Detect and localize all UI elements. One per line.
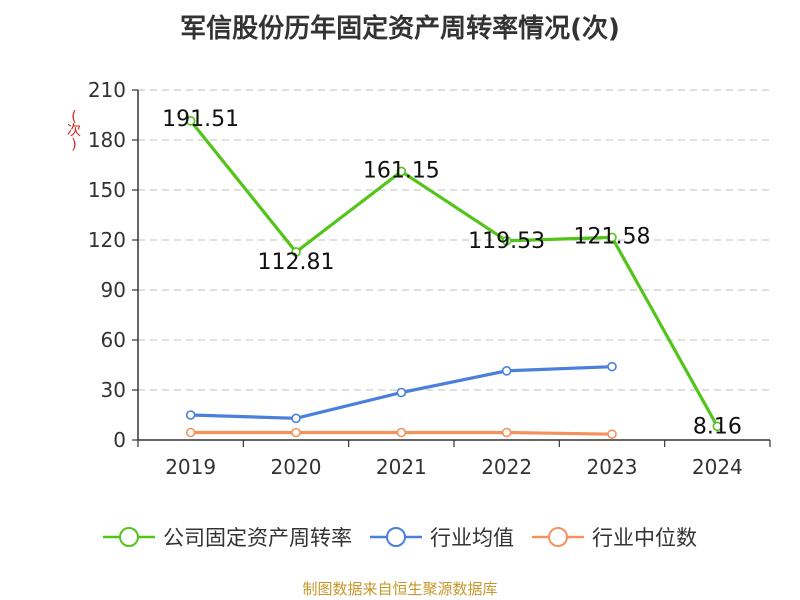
series-line-0	[189, 119, 719, 428]
data-point-1-2023	[607, 361, 617, 372]
x-tick-label-2021: 2021	[376, 455, 427, 479]
data-label-2023: 121.58	[574, 224, 651, 249]
data-point-0-2024	[712, 421, 723, 432]
y-tick-label-180: 180	[88, 128, 126, 152]
data-point-0-2020	[291, 247, 301, 257]
legend-label: 行业均值	[430, 526, 514, 550]
data-point-0-2021	[396, 166, 407, 177]
data-point-1-2020	[291, 413, 301, 424]
y-tick-label-210: 210	[88, 78, 126, 102]
data-point-1-2021	[396, 387, 407, 398]
data-label-2024: 8.16	[693, 414, 742, 439]
y-axis-label-char: 次	[67, 123, 81, 139]
data-point-2-2020	[291, 427, 301, 438]
legend-label: 行业中位数	[592, 526, 697, 550]
data-label-2019: 191.51	[162, 107, 239, 132]
data-label-2020: 112.81	[258, 250, 335, 275]
footer-source: 制图数据来自恒生聚源数据库	[302, 580, 498, 598]
x-tick-label-2024: 2024	[692, 455, 743, 479]
data-point-0-2022	[501, 235, 512, 246]
y-axis-label-char: )	[71, 137, 77, 153]
y-axis-label-char: (	[71, 109, 77, 125]
legend-item-0: 公司固定资产周转率	[103, 522, 352, 552]
data-point-0-2023	[607, 232, 617, 243]
legend-marker-icon	[103, 527, 155, 547]
legend-item-1: 行业均值	[370, 522, 514, 552]
data-point-2-2023	[607, 429, 617, 439]
data-point-1-2019	[185, 410, 196, 420]
legend-marker-circle	[548, 527, 568, 547]
y-tick-label-60: 60	[101, 328, 126, 352]
legend-marker-circle	[386, 527, 406, 547]
x-tick-label-2023: 2023	[587, 455, 638, 479]
legend-marker-icon	[532, 527, 584, 547]
x-tick-label-2022: 2022	[481, 455, 532, 479]
x-tick-label-2020: 2020	[271, 455, 322, 479]
y-axis-label: (次)	[62, 110, 86, 152]
legend-marker-icon	[370, 527, 422, 547]
y-tick-label-90: 90	[101, 278, 126, 302]
data-point-2-2022	[501, 427, 512, 438]
x-tick-label-2019: 2019	[165, 455, 216, 479]
legend-label: 公司固定资产周转率	[163, 526, 352, 550]
y-tick-label-30: 30	[101, 378, 126, 402]
chart-title: 军信股份历年固定资产周转率情况(次)	[180, 14, 620, 44]
data-point-1-2022	[501, 366, 512, 376]
data-label-2022: 119.53	[468, 229, 545, 254]
legend: 公司固定资产周转率 行业均值 行业中位数	[0, 522, 800, 552]
y-tick-label-0: 0	[113, 428, 126, 452]
legend-marker-circle	[119, 527, 139, 547]
data-point-2-2021	[396, 427, 407, 438]
data-label-2021: 161.15	[363, 158, 440, 183]
y-tick-label-150: 150	[88, 178, 126, 202]
y-tick-label-120: 120	[88, 228, 126, 252]
data-point-2-2019	[185, 427, 196, 438]
legend-item-2: 行业中位数	[532, 522, 697, 552]
data-point-0-2019	[185, 116, 196, 126]
